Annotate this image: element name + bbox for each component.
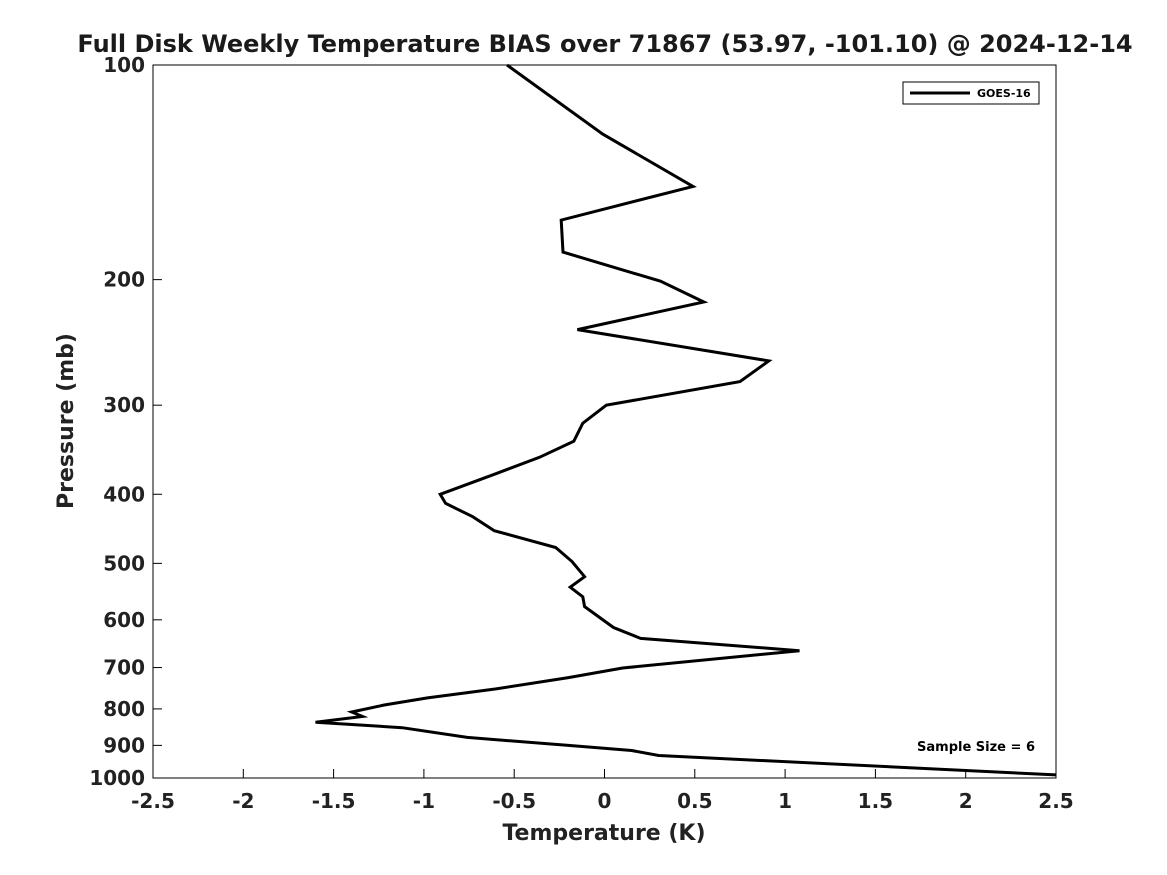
y-axis: 100 200 300 400 500 600 700 800 900 1000	[89, 53, 162, 790]
series-line-goes-16	[315, 63, 1057, 777]
legend: GOES-16	[902, 81, 1040, 105]
y-tick-label: 300	[103, 393, 145, 417]
x-tick-label: 1	[778, 789, 792, 813]
y-tick-label: 600	[103, 608, 145, 632]
x-tick-label: 0	[598, 789, 612, 813]
x-tick-label: 2	[959, 789, 973, 813]
x-tick-label: -2	[232, 789, 254, 813]
x-tick-label: 0.5	[677, 789, 712, 813]
sample-size-annotation: Sample Size = 6	[917, 740, 1035, 755]
y-tick-label: 500	[103, 551, 145, 575]
x-tick-label: 2.5	[1038, 789, 1073, 813]
x-tick-label: -1.5	[312, 789, 356, 813]
x-axis-label: Temperature (K)	[502, 821, 705, 846]
y-tick-label: 800	[103, 697, 145, 721]
y-axis-label: Pressure (mb)	[54, 333, 79, 509]
y-tick-label: 200	[103, 268, 145, 292]
x-tick-label: 1.5	[858, 789, 893, 813]
y-tick-label: 100	[103, 53, 145, 77]
legend-box	[902, 81, 1040, 105]
legend-entry-goes-16: GOES-16	[977, 87, 1031, 100]
x-tick-label: -2.5	[131, 789, 175, 813]
y-tick-label: 900	[103, 733, 145, 757]
chart-title: Full Disk Weekly Temperature BIAS over 7…	[77, 30, 1132, 58]
y-tick-label: 1000	[89, 766, 145, 790]
x-tick-label: -0.5	[492, 789, 536, 813]
x-axis: -2.5 -2 -1.5 -1 -0.5 0 0.5 1 1.5 2 2.5	[131, 769, 1074, 813]
y-tick-label: 700	[103, 656, 145, 680]
y-tick-label: 400	[103, 482, 145, 506]
x-tick-label: -1	[413, 789, 435, 813]
